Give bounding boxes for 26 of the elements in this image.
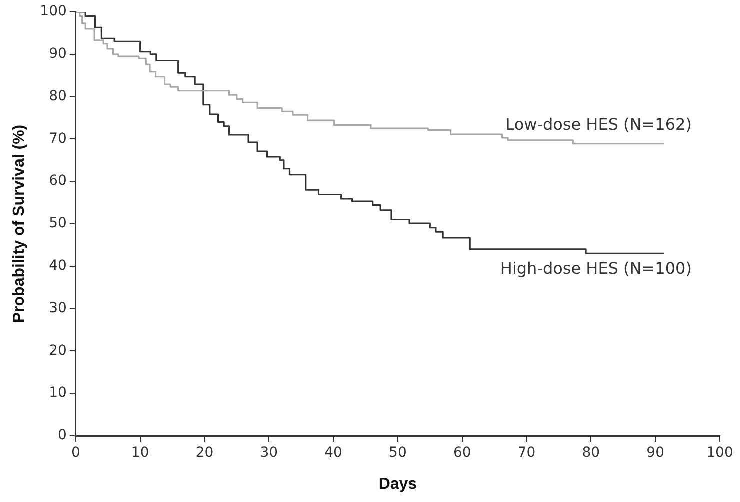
x-tick-label: 70 — [518, 445, 536, 462]
x-tick-label: 30 — [260, 445, 278, 462]
x-tick-label: 100 — [706, 445, 734, 462]
y-tick-label: 30 — [49, 300, 67, 316]
y-tick-label: 70 — [49, 130, 67, 147]
y-axis-title: Probability of Survival (%) — [11, 124, 28, 324]
y-tick-label: 40 — [49, 258, 67, 274]
y-tick-label: 60 — [49, 173, 67, 190]
y-tick-label: 50 — [49, 216, 67, 232]
x-tick-label: 90 — [646, 445, 665, 462]
series-label: High-dose HES (N=100) — [500, 258, 692, 278]
y-tick-label: 0 — [58, 428, 67, 444]
y-tick-label: 80 — [49, 88, 67, 104]
x-tick-label: 80 — [582, 445, 600, 462]
y-tick-label: 10 — [49, 385, 67, 402]
x-tick-label: 60 — [453, 445, 472, 462]
y-tick-label: 20 — [49, 342, 67, 359]
x-axis-title: Days — [378, 476, 418, 493]
x-tick-label: 10 — [131, 445, 150, 462]
x-tick-label: 20 — [196, 445, 214, 462]
x-tick-label: 40 — [324, 445, 342, 462]
series-label: Low-dose HES (N=162) — [506, 115, 692, 134]
x-tick-label: 50 — [389, 445, 407, 462]
y-tick-label: 100 — [40, 4, 67, 20]
x-tick-label: 0 — [71, 445, 80, 462]
y-tick-label: 90 — [49, 46, 67, 62]
